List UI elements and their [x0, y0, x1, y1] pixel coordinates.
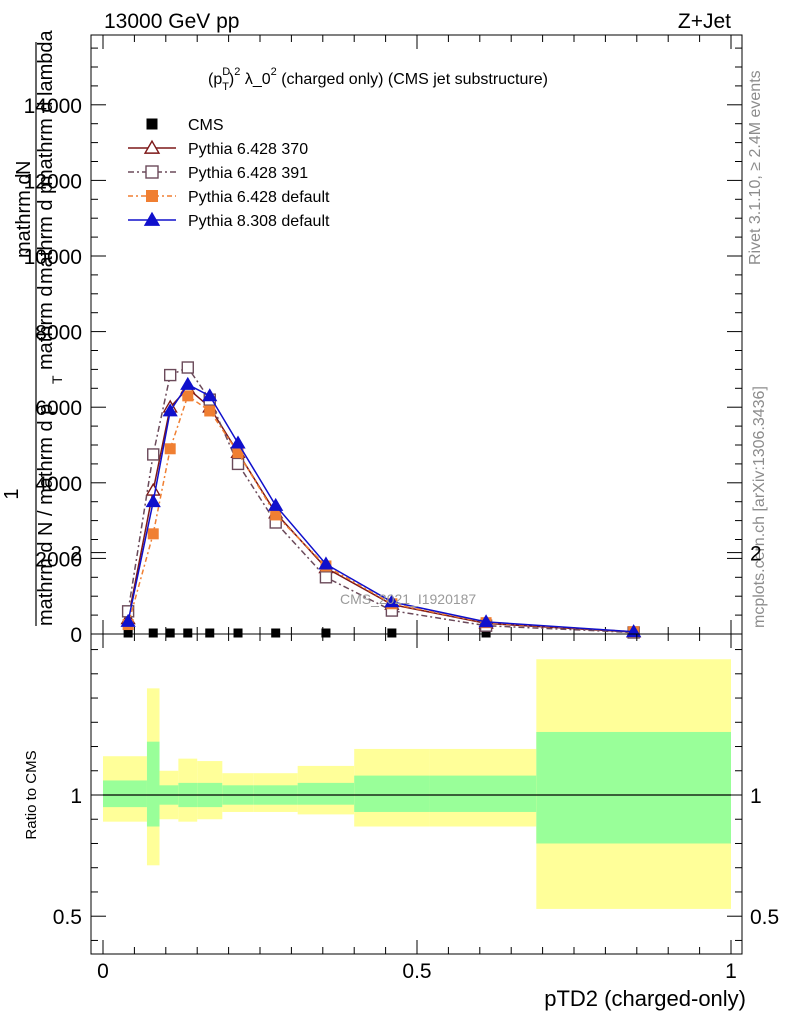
series-3-point — [147, 528, 159, 540]
ratio-ytick-label-right: 2 — [750, 543, 762, 566]
series-2-point — [231, 457, 245, 471]
title-sup-2: 2 — [234, 66, 240, 78]
title-rest: (charged only) (CMS jet substructure) — [277, 71, 548, 88]
header-left: 13000 GeV pp — [104, 10, 239, 33]
title-close: ) — [229, 71, 234, 88]
main-ytick-label: 4000 — [35, 473, 82, 496]
series-4-point — [384, 594, 400, 608]
ratio-axis-ticks: 0.5 0.5 1 1 2 2 0 0.5 1 — [53, 543, 779, 983]
ylabel-t-sub: T — [49, 375, 65, 384]
ratio-inner-band-9 — [429, 775, 537, 812]
series-4-point — [230, 435, 246, 449]
ylabel-num-dpt: mathrm d p — [35, 183, 57, 284]
series-0-point — [183, 628, 193, 638]
series-4-point — [202, 388, 218, 402]
series-4-point — [162, 403, 178, 417]
main-ytick-label: 14000 — [24, 95, 82, 118]
main-ytick-label: 8000 — [35, 322, 82, 345]
series-0-point — [165, 628, 175, 638]
series-0-point — [205, 628, 215, 638]
series-0-point — [271, 628, 281, 638]
ratio-inner-band-0 — [103, 780, 147, 808]
plot-title: (pD T)2 λ_02 (charged only) (CMS jet subs… — [208, 66, 548, 93]
ylabel-num-n: N — [13, 161, 35, 175]
legend-label-0: CMS — [188, 117, 224, 134]
ratio-ytick-label-right: 0.5 — [750, 906, 779, 929]
ratio-inner-band-8 — [354, 775, 430, 812]
watermark: CMS_2021_I1920187 — [340, 591, 476, 607]
legend-marker-2 — [145, 165, 159, 179]
series-3-point — [270, 509, 282, 521]
main-ytick-label: 0 — [70, 624, 82, 647]
ratio-ytick-label-left: 2 — [70, 543, 82, 566]
mcplots-label: mcplots.cern.ch [arXiv:1306.3436] — [751, 386, 768, 628]
ratio-ytick-label-right: 1 — [750, 785, 762, 808]
title-p: (p — [208, 71, 222, 88]
ratio-xtick-label: 1 — [725, 960, 737, 983]
series-0-point — [321, 628, 331, 638]
legend: CMS Pythia 6.428 370 Pythia 6.428 391 Pythi… — [128, 117, 330, 230]
ylabel-num-d: mathrm d — [13, 174, 35, 258]
series-4-point — [120, 613, 136, 627]
title-lambda: λ_0 — [240, 71, 270, 88]
legend-marker-1 — [143, 139, 161, 154]
series-4-point — [180, 376, 196, 390]
series-4-point — [318, 556, 334, 570]
legend-label-3: Pythia 6.428 default — [188, 189, 330, 206]
legend-label-4: Pythia 8.308 default — [188, 213, 330, 230]
series-2-point — [163, 368, 177, 382]
ratio-inner-band-7 — [297, 782, 355, 805]
title-sup-d: D — [222, 66, 230, 78]
ylabel-one: 1 — [1, 488, 23, 499]
series-3-point — [232, 447, 244, 459]
series-2-point — [181, 361, 194, 374]
ratio-inner-band-1 — [146, 741, 160, 827]
legend-marker-0 — [146, 118, 158, 130]
series-4-point — [145, 494, 161, 508]
series-3-point — [204, 405, 216, 417]
main-ytick-label: 10000 — [24, 246, 82, 269]
main-y-axis-label: 1 mathrm d N / mathrm d p T mathrm d mat… — [1, 30, 65, 626]
ylabel-rest: mathrm d — [35, 286, 57, 370]
main-axis-ticks: 0 2000 4000 6000 8000 10000 12000 14000 — [24, 35, 742, 647]
rivet-label: Rivet 3.1.10, ≥ 2.4M events — [747, 70, 764, 265]
ratio-inner-band-10 — [536, 731, 731, 844]
series-2-point — [319, 571, 333, 584]
main-ytick-label: 2000 — [35, 548, 82, 571]
series-0-point — [481, 628, 491, 638]
series-0-point — [148, 628, 158, 638]
ratio-ytick-label-left: 1 — [70, 785, 82, 808]
ratio-xtick-label: 0 — [97, 960, 109, 983]
main-ytick-label: 6000 — [35, 397, 82, 420]
title-sub-t: T — [222, 81, 229, 93]
series-4-point — [268, 497, 284, 511]
ratio-xtick-label: 0.5 — [402, 960, 431, 983]
legend-marker-3 — [146, 190, 158, 202]
legend-label-1: Pythia 6.428 370 — [188, 141, 308, 158]
series-3-point — [164, 443, 176, 455]
legend-marker-4 — [143, 211, 161, 226]
series-0-point — [387, 628, 397, 638]
series-4-point — [478, 614, 494, 628]
ratio-bands — [103, 659, 731, 909]
ratio-ytick-label-left: 0.5 — [53, 906, 82, 929]
ylabel-denominator: mathrm d N / mathrm d p — [35, 404, 57, 626]
series-3-point — [182, 390, 194, 402]
ratio-y-label: Ratio to CMS — [23, 750, 40, 839]
main-series-group — [120, 361, 642, 639]
ylabel-num-lambda: mathrm d lambda — [35, 30, 57, 186]
series-0-point — [233, 628, 243, 638]
main-ytick-label: 12000 — [24, 170, 82, 193]
header-right: Z+Jet — [678, 10, 731, 33]
x-axis-label: pTD2 (charged-only) — [544, 986, 746, 1011]
title-sup-2b: 2 — [271, 66, 277, 78]
legend-label-2: Pythia 6.428 391 — [188, 165, 308, 182]
series-0-point — [123, 628, 133, 638]
series-2-point — [147, 448, 160, 461]
